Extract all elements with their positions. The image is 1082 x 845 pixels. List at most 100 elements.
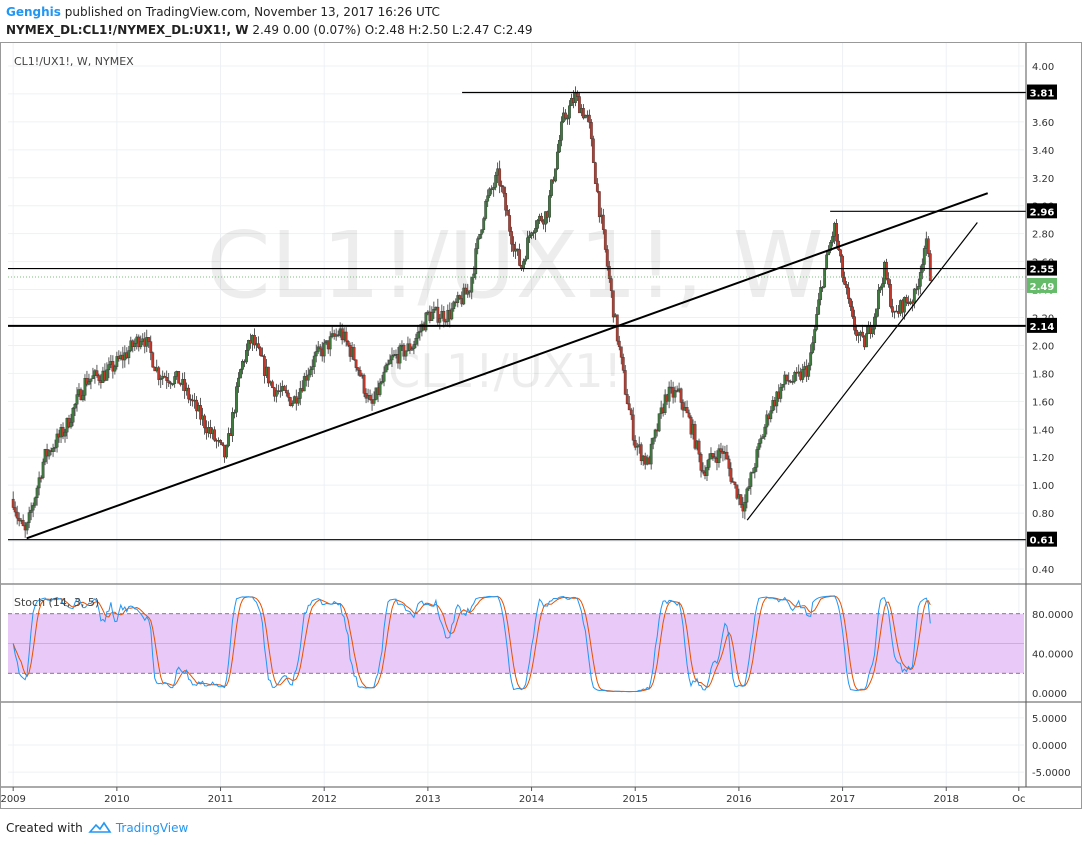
candle-body: [442, 311, 446, 322]
price-tick-label: 2.80: [1032, 230, 1054, 241]
candle-body: [478, 234, 482, 239]
author-name[interactable]: Genghis: [6, 5, 61, 19]
candle-body: [581, 108, 585, 119]
candle-body: [904, 297, 908, 303]
candle-body: [847, 287, 850, 300]
candle-body: [472, 273, 476, 278]
candle-body: [813, 329, 817, 344]
candle-body: [398, 345, 402, 364]
candle-body: [486, 195, 490, 202]
horizontal-levels: [8, 91, 1026, 541]
symbol-name: NYMEX_DL:CL1!/NYMEX_DL:UX1!, W: [6, 23, 249, 37]
candle-body: [237, 377, 240, 387]
candle-body: [881, 283, 884, 288]
candle-body: [871, 328, 874, 335]
candle-body: [815, 314, 819, 330]
time-tick-label: 2011: [208, 794, 233, 805]
candle-body: [241, 361, 244, 370]
candle-body: [717, 448, 721, 463]
candle-body: [807, 365, 811, 377]
candle-body: [687, 412, 691, 418]
candle-body: [354, 359, 358, 368]
candle-body: [621, 357, 625, 371]
candle-body: [91, 375, 95, 380]
candle-body: [282, 386, 286, 391]
candle-body: [528, 235, 531, 238]
candle-body: [310, 366, 314, 370]
time-tick-label: Oc: [1012, 794, 1025, 805]
candle-body: [302, 376, 306, 392]
candle-body: [266, 366, 270, 384]
candle-body: [213, 429, 216, 441]
candle-body: [51, 448, 55, 452]
candle-body: [11, 498, 15, 508]
candle-body: [73, 404, 77, 409]
outer-frame: [0, 42, 1082, 809]
tradingview-logo[interactable]: TradingView: [88, 821, 188, 835]
candle-body: [615, 314, 619, 342]
candle-body: [928, 253, 932, 281]
candle-body: [15, 511, 19, 519]
lower-tick-label: 5.0000: [1032, 714, 1067, 725]
candle-body: [889, 284, 892, 307]
candle-body: [747, 486, 751, 490]
candle-body: [482, 218, 486, 230]
candle-body: [617, 340, 621, 348]
candle-body: [914, 288, 918, 291]
price-tick-label: 3.20: [1032, 174, 1054, 185]
price-axis[interactable]: 0.400.600.801.001.201.401.601.802.002.20…: [1027, 62, 1057, 576]
candle-body: [414, 338, 418, 345]
candle-body: [757, 443, 761, 450]
level-price-tag: [1027, 260, 1057, 276]
candle-body: [199, 405, 202, 420]
candle-body: [402, 344, 406, 357]
candle-body: [290, 403, 294, 406]
candle-body: [408, 343, 412, 351]
candle-body: [219, 440, 222, 443]
candle-body: [79, 389, 83, 401]
candle-body: [627, 403, 631, 411]
time-axis[interactable]: 2009 2010 2011 2012 2013 2014 2015 2016 2017 2018…: [0, 787, 1026, 805]
candle-body: [55, 433, 59, 448]
candle-body: [29, 509, 33, 513]
candle-body: [298, 388, 302, 399]
candle-body: [791, 381, 795, 383]
candle-body: [574, 93, 577, 103]
candle-body: [518, 249, 521, 266]
candle-body: [151, 352, 155, 368]
candle-body: [713, 456, 717, 459]
chart-area[interactable]: CL1!/UX1!, W CL1!/UX1! 0.400.600.801.001…: [0, 42, 1082, 810]
candle-body: [785, 374, 789, 381]
candle-body: [801, 369, 805, 380]
stochastic-panel[interactable]: 80.0000 40.0000 0.0000: [8, 595, 1073, 700]
candle-body: [169, 382, 173, 385]
candle-body: [510, 231, 514, 245]
candle-body: [649, 443, 653, 465]
candle-body: [494, 175, 498, 188]
candle-body: [775, 391, 779, 407]
candle-body: [306, 374, 310, 381]
candle-body: [308, 369, 312, 376]
candle-body: [639, 444, 643, 462]
stochastic-label: Stoch (14, 3, 5): [14, 596, 99, 609]
candle-body: [817, 299, 821, 315]
candle-body: [147, 337, 151, 342]
candle-body: [743, 501, 747, 512]
candle-body: [384, 364, 388, 373]
candle-body: [450, 308, 454, 320]
candle-body: [631, 414, 635, 441]
candle-body: [663, 394, 667, 413]
lower-indicator-panel: 5.0000 0.0000 -5.0000: [8, 714, 1071, 779]
candle-body: [601, 214, 605, 230]
candle-body: [312, 355, 316, 367]
quote-values: 2.49 0.00 (0.07%) O:2.48 H:2.50 L:2.47 C…: [252, 23, 533, 37]
candle-body: [163, 375, 167, 378]
candle-body: [133, 343, 137, 348]
candle-body: [149, 341, 153, 353]
main-grid: [8, 42, 1024, 787]
candle-body: [458, 295, 462, 299]
candle-body: [346, 341, 350, 346]
candle-body: [107, 364, 111, 371]
candle-body: [390, 355, 394, 361]
candle-body: [755, 449, 759, 468]
